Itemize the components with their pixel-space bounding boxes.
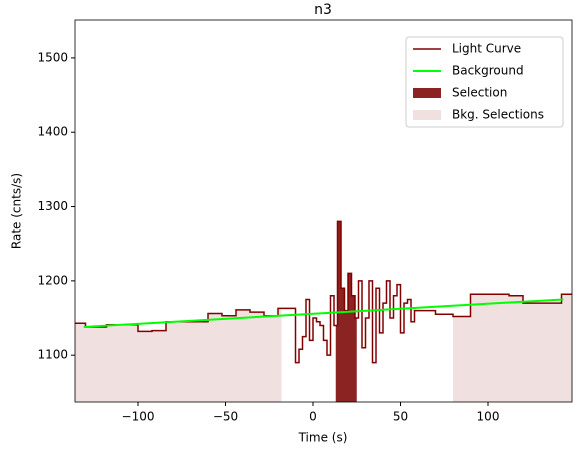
y-tick-label: 1300 (37, 199, 68, 213)
x-tick-label: −100 (122, 410, 155, 424)
legend-swatch (413, 110, 441, 120)
y-tick-label: 1200 (37, 273, 68, 287)
legend-label: Background (452, 64, 524, 78)
legend-label: Selection (452, 86, 507, 100)
legend: Light Curve Background Selection Bkg. Selec… (405, 36, 564, 128)
bkg-selection-area (75, 308, 282, 402)
x-tick-label: 0 (309, 410, 317, 424)
legend-label: Light Curve (452, 42, 521, 56)
x-tick-label: 50 (393, 410, 408, 424)
chart-title: n3 (314, 2, 332, 18)
y-tick-label: 1500 (37, 50, 68, 64)
x-tick-label: −50 (213, 410, 238, 424)
bkg-selection-area (453, 294, 572, 402)
light-curve (75, 220, 572, 364)
legend-box (405, 36, 564, 128)
x-tick-label: 100 (477, 410, 500, 424)
axes-frame (74, 19, 573, 403)
x-axis-label: Time (s) (298, 431, 348, 445)
plot (75, 220, 572, 402)
legend-swatch (413, 88, 441, 98)
y-tick-label: 1400 (37, 125, 68, 139)
y-tick-label: 1100 (37, 348, 68, 362)
y-axis-label: Rate (cnts/s) (10, 173, 24, 249)
background-line (83, 298, 564, 328)
legend-label: Bkg. Selections (452, 108, 544, 122)
